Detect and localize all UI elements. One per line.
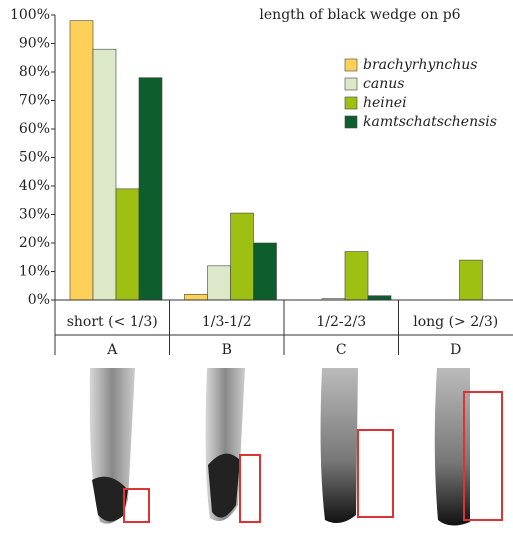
y-tick-label: 0%	[28, 292, 50, 308]
y-tick-label: 20%	[19, 235, 50, 251]
legend-swatch	[344, 96, 358, 110]
bar	[207, 265, 231, 301]
bar	[92, 48, 117, 301]
bar	[459, 259, 483, 301]
category-letter: C	[336, 342, 347, 358]
legend-label: kamtschatschensis	[363, 114, 497, 130]
y-tick-label: 90%	[19, 36, 50, 52]
bar	[344, 251, 369, 301]
bar	[253, 242, 277, 301]
x-tick-label: 1/3-1/2	[202, 314, 252, 330]
x-tick-label: 1/2-2/3	[316, 314, 366, 330]
category-letter: B	[222, 342, 232, 358]
bar	[184, 293, 208, 301]
bar	[230, 212, 254, 301]
x-tick-label: long (> 2/3)	[413, 314, 498, 330]
legend-swatch	[344, 77, 358, 91]
legend-swatch	[344, 115, 358, 129]
x-tick-label: short (< 1/3)	[67, 314, 158, 330]
y-tick-label: 60%	[19, 121, 50, 137]
category-letter: D	[450, 342, 461, 358]
y-tick-label: 50%	[19, 150, 50, 166]
bar	[367, 295, 392, 301]
y-tick-label: 10%	[19, 264, 50, 280]
feather-images	[89, 368, 503, 526]
y-tick-label: 100%	[10, 7, 50, 23]
y-tick-label: 30%	[19, 207, 50, 223]
bar	[138, 77, 163, 301]
bar	[115, 188, 140, 301]
chart-title: length of black wedge on p6	[259, 7, 460, 23]
category-letter: A	[106, 342, 118, 358]
legend-swatch	[344, 58, 358, 72]
legend-label: heinei	[363, 95, 407, 111]
legend-label: canus	[363, 76, 404, 92]
y-tick-label: 80%	[19, 64, 50, 80]
legend-label: brachyrhynchus	[363, 57, 477, 73]
y-tick-label: 40%	[19, 178, 50, 194]
bar	[69, 20, 94, 301]
y-tick-label: 70%	[19, 93, 50, 109]
